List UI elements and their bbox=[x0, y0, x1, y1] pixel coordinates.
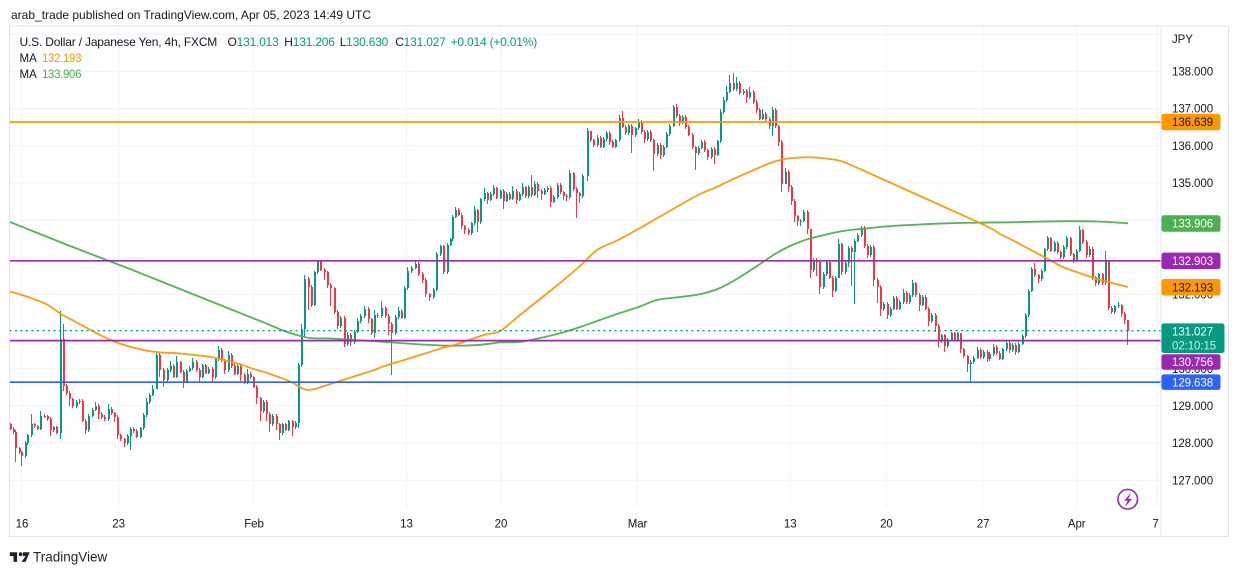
svg-text:23: 23 bbox=[112, 519, 125, 531]
svg-text:131.027: 131.027 bbox=[1172, 326, 1213, 338]
svg-text:136.639: 136.639 bbox=[1172, 117, 1213, 129]
svg-text:133.906: 133.906 bbox=[1172, 219, 1213, 231]
svg-text:L130.630: L130.630 bbox=[340, 35, 389, 49]
svg-text:127.000: 127.000 bbox=[1172, 475, 1213, 487]
svg-text:JPY: JPY bbox=[1172, 34, 1193, 46]
svg-text:129.638: 129.638 bbox=[1172, 377, 1213, 389]
svg-text:132.903: 132.903 bbox=[1172, 256, 1213, 268]
svg-text:O131.013: O131.013 bbox=[228, 35, 280, 49]
svg-text:C131.027: C131.027 bbox=[395, 35, 446, 49]
svg-text:129.000: 129.000 bbox=[1172, 401, 1213, 413]
svg-text:02:10:15: 02:10:15 bbox=[1172, 340, 1216, 352]
svg-text:Apr: Apr bbox=[1068, 519, 1086, 531]
svg-text:135.000: 135.000 bbox=[1172, 178, 1213, 190]
svg-text:arab_trade published on Tradin: arab_trade published on TradingView.com,… bbox=[11, 8, 371, 22]
svg-text:Mar: Mar bbox=[628, 519, 648, 531]
svg-text:U.S. Dollar / Japanese Yen, 4h: U.S. Dollar / Japanese Yen, 4h, FXCM bbox=[20, 35, 218, 49]
svg-text:138.000: 138.000 bbox=[1172, 67, 1213, 79]
svg-text:20: 20 bbox=[880, 519, 893, 531]
svg-text:7: 7 bbox=[1152, 519, 1158, 531]
svg-text:130.756: 130.756 bbox=[1172, 357, 1213, 369]
svg-text:27: 27 bbox=[977, 519, 990, 531]
svg-text:136.000: 136.000 bbox=[1172, 141, 1213, 153]
svg-text:H131.206: H131.206 bbox=[284, 35, 335, 49]
svg-text:137.000: 137.000 bbox=[1172, 104, 1213, 116]
svg-text:128.000: 128.000 bbox=[1172, 438, 1213, 450]
svg-text:132.193: 132.193 bbox=[1172, 282, 1213, 294]
svg-text:+0.014 (+0.01%): +0.014 (+0.01%) bbox=[451, 35, 538, 49]
svg-text:13: 13 bbox=[784, 519, 797, 531]
svg-text:Feb: Feb bbox=[244, 519, 264, 531]
svg-text:TradingView: TradingView bbox=[33, 550, 108, 565]
svg-text:20: 20 bbox=[495, 519, 508, 531]
svg-text:16: 16 bbox=[16, 519, 29, 531]
svg-text:13: 13 bbox=[400, 519, 413, 531]
